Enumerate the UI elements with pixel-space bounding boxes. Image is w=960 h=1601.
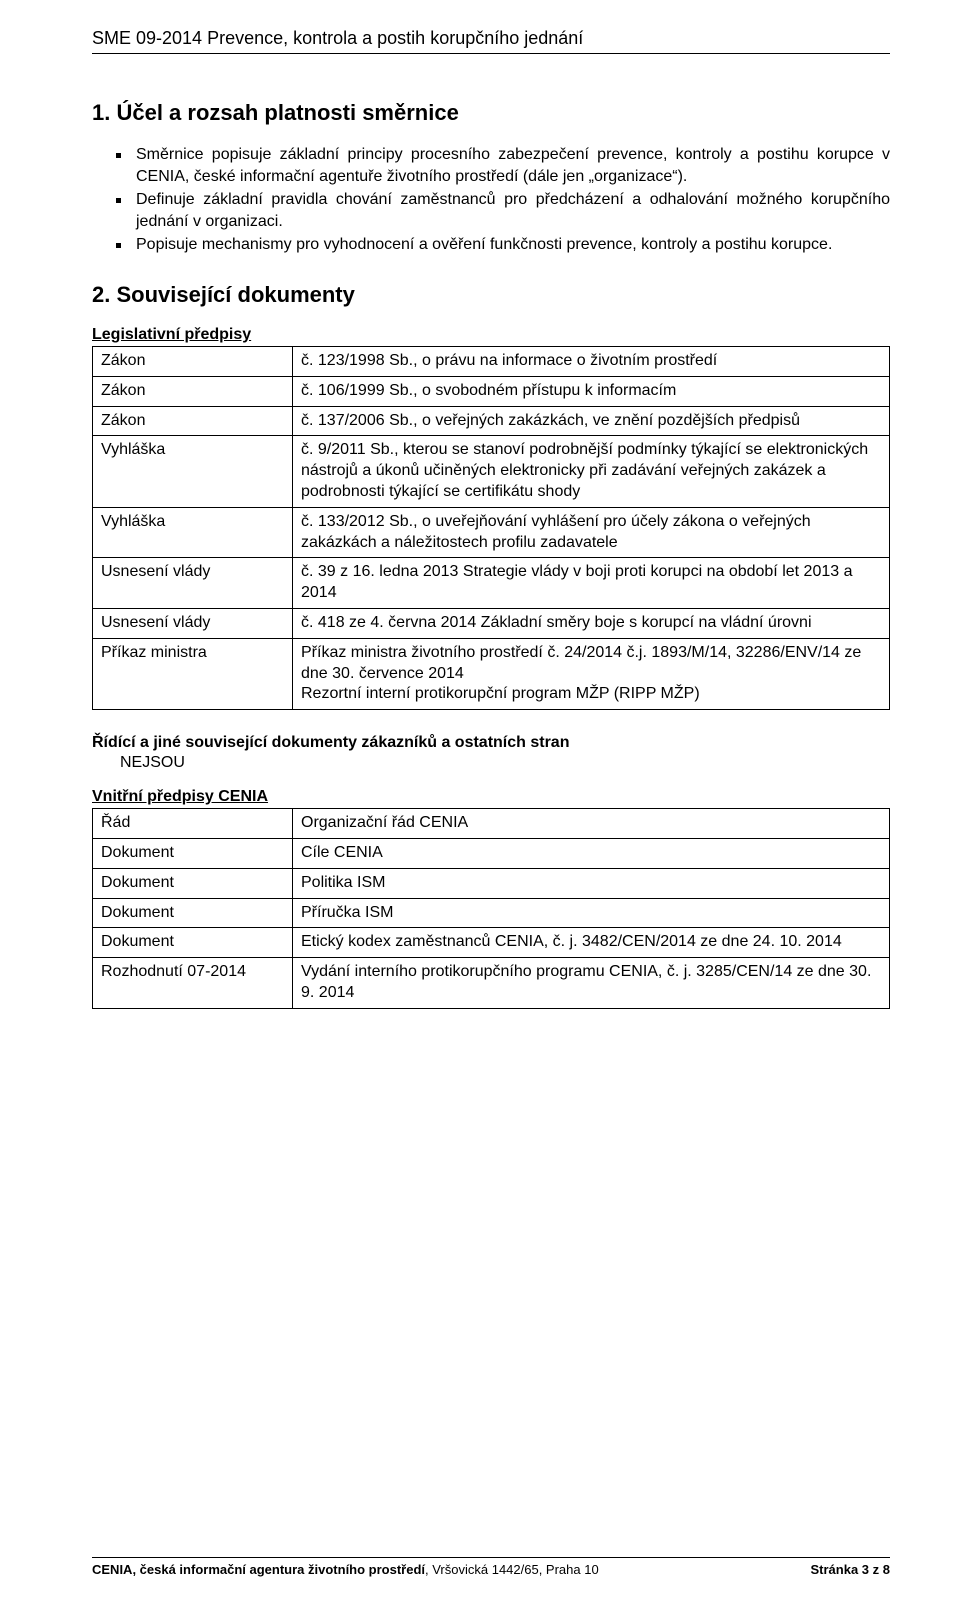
section-2-title: 2. Související dokumenty: [92, 282, 890, 308]
footer-org: CENIA, česká informační agentura životní…: [92, 1562, 599, 1577]
table-row: Vyhláškač. 133/2012 Sb., o uveřejňování …: [93, 507, 890, 558]
bullet-item: Směrnice popisuje základní principy proc…: [116, 144, 890, 187]
cell-desc: č. 137/2006 Sb., o veřejných zakázkách, …: [293, 406, 890, 436]
cell-type: Vyhláška: [93, 507, 293, 558]
cell-type: Usnesení vlády: [93, 558, 293, 609]
cell-desc: č. 418 ze 4. června 2014 Základní směry …: [293, 608, 890, 638]
cell-desc: Příkaz ministra životního prostředí č. 2…: [293, 638, 890, 709]
managing-heading: Řídící a jiné související dokumenty záka…: [92, 734, 890, 752]
cell-type: Příkaz ministra: [93, 638, 293, 709]
cell-type: Vyhláška: [93, 436, 293, 507]
cell-desc: č. 39 z 16. ledna 2013 Strategie vlády v…: [293, 558, 890, 609]
internal-heading: Vnitřní předpisy CENIA: [92, 788, 890, 806]
cell-type: Usnesení vlády: [93, 608, 293, 638]
page: SME 09-2014 Prevence, kontrola a postih …: [0, 0, 960, 1601]
cell-type: Zákon: [93, 406, 293, 436]
cell-desc: Příručka ISM: [293, 898, 890, 928]
cell-desc: Organizační řád CENIA: [293, 809, 890, 839]
table-row: Usnesení vládyč. 39 z 16. ledna 2013 Str…: [93, 558, 890, 609]
cell-type: Zákon: [93, 346, 293, 376]
section-1-title: 1. Účel a rozsah platnosti směrnice: [92, 100, 890, 126]
table-row: Zákonč. 123/1998 Sb., o právu na informa…: [93, 346, 890, 376]
cell-type: Rozhodnutí 07-2014: [93, 958, 293, 1009]
table-row: DokumentEtický kodex zaměstnanců CENIA, …: [93, 928, 890, 958]
legislative-table: Zákonč. 123/1998 Sb., o právu na informa…: [92, 346, 890, 710]
bullet-item: Popisuje mechanismy pro vyhodnocení a ov…: [116, 234, 890, 256]
cell-desc: Politika ISM: [293, 868, 890, 898]
cell-desc: Etický kodex zaměstnanců CENIA, č. j. 34…: [293, 928, 890, 958]
managing-value: NEJSOU: [120, 754, 890, 772]
cell-desc: Cíle CENIA: [293, 838, 890, 868]
internal-table: ŘádOrganizační řád CENIADokumentCíle CEN…: [92, 808, 890, 1009]
table-row: Vyhláškač. 9/2011 Sb., kterou se stanoví…: [93, 436, 890, 507]
table-row: DokumentPříručka ISM: [93, 898, 890, 928]
table-row: DokumentCíle CENIA: [93, 838, 890, 868]
cell-type: Dokument: [93, 838, 293, 868]
bullet-item: Definuje základní pravidla chování zaměs…: [116, 189, 890, 232]
cell-desc: č. 133/2012 Sb., o uveřejňování vyhlášen…: [293, 507, 890, 558]
cell-type: Dokument: [93, 928, 293, 958]
footer-page-number: Stránka 3 z 8: [811, 1562, 891, 1577]
cell-desc: č. 123/1998 Sb., o právu na informace o …: [293, 346, 890, 376]
legislative-heading: Legislativní předpisy: [92, 326, 890, 344]
cell-type: Dokument: [93, 898, 293, 928]
section-1-bullets: Směrnice popisuje základní principy proc…: [116, 144, 890, 256]
table-row: Zákonč. 106/1999 Sb., o svobodném přístu…: [93, 376, 890, 406]
table-row: Zákonč. 137/2006 Sb., o veřejných zakázk…: [93, 406, 890, 436]
cell-desc: č. 9/2011 Sb., kterou se stanoví podrobn…: [293, 436, 890, 507]
footer-org-bold: CENIA, česká informační agentura životní…: [92, 1562, 425, 1577]
cell-type: Řád: [93, 809, 293, 839]
page-footer: CENIA, česká informační agentura životní…: [92, 1557, 890, 1577]
cell-type: Zákon: [93, 376, 293, 406]
table-row: Příkaz ministraPříkaz ministra životního…: [93, 638, 890, 709]
table-row: Usnesení vládyč. 418 ze 4. června 2014 Z…: [93, 608, 890, 638]
cell-type: Dokument: [93, 868, 293, 898]
cell-desc: č. 106/1999 Sb., o svobodném přístupu k …: [293, 376, 890, 406]
table-row: Rozhodnutí 07-2014Vydání interního proti…: [93, 958, 890, 1009]
table-row: DokumentPolitika ISM: [93, 868, 890, 898]
table-row: ŘádOrganizační řád CENIA: [93, 809, 890, 839]
footer-org-rest: , Vršovická 1442/65, Praha 10: [425, 1562, 599, 1577]
document-header: SME 09-2014 Prevence, kontrola a postih …: [92, 28, 890, 54]
cell-desc: Vydání interního protikorupčního program…: [293, 958, 890, 1009]
